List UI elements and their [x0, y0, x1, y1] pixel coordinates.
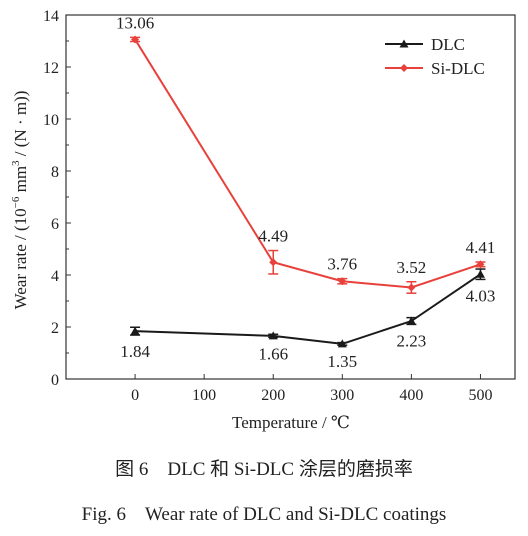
y-tick-label: 6: [51, 216, 59, 233]
dlc-data-point: [268, 331, 278, 340]
si-dlc-data-label: 3.76: [327, 255, 357, 274]
dlc-data-label: 1.35: [327, 352, 357, 371]
dlc-data-point: [337, 339, 347, 348]
y-tick-label: 0: [51, 372, 59, 389]
y-tick-label: 8: [51, 164, 59, 181]
figure-caption-english: Fig. 6 Wear rate of DLC and Si-DLC coati…: [81, 504, 447, 525]
y-axis-title-part2: mm: [11, 166, 30, 197]
y-tick-label: 10: [43, 112, 59, 129]
y-tick-label: 2: [51, 320, 59, 337]
x-axis-title: Temperature / ℃: [232, 413, 350, 432]
legend-dlc-label: DLC: [431, 35, 465, 54]
si-dlc-data-label: 4.41: [466, 238, 496, 257]
x-tick-label: 100: [192, 387, 216, 404]
x-tick-label: 0: [131, 387, 139, 404]
si-dlc-data-point: [269, 258, 278, 267]
si-dlc-data-point: [407, 283, 416, 292]
si-dlc-series-line: [134, 38, 481, 289]
y-axis-title: Wear rate / (10−6 mm3 / (N · m)): [10, 91, 30, 310]
y-axis-title-sup1: −6: [10, 196, 22, 208]
si-dlc-data-point: [338, 277, 347, 286]
dlc-data-point: [406, 316, 416, 325]
dlc-data-point: [130, 326, 140, 335]
y-tick-label: 14: [43, 8, 59, 25]
dlc-series-line: [135, 273, 482, 345]
dlc-data-label: 2.23: [397, 331, 427, 350]
legend-si-dlc-label: Si-DLC: [431, 59, 485, 78]
y-axis-title-part3: / (N · m)): [11, 91, 30, 161]
x-tick-label: 200: [261, 387, 285, 404]
axes-layer: 0 100 200 300 400 500 0 2 4 6 8 10 12 14: [43, 8, 516, 404]
dlc-data-label: 1.84: [120, 342, 150, 361]
dlc-data-label: 1.66: [258, 344, 288, 363]
x-tick-label: 400: [399, 387, 423, 404]
y-axis-title-sup2: 3: [10, 160, 22, 166]
y-tick-label: 4: [51, 268, 59, 285]
y-axis-title-part1: Wear rate / (10: [11, 208, 30, 309]
dlc-data-label: 4.03: [466, 286, 496, 305]
x-tick-label: 300: [330, 387, 354, 404]
legend-si-dlc-marker: [400, 64, 408, 72]
y-tick-label: 12: [43, 60, 59, 77]
legend-dlc-marker: [399, 39, 409, 48]
si-dlc-data-point: [476, 260, 485, 269]
series-layer: [130, 35, 486, 348]
wear-rate-chart: 0 100 200 300 400 500 0 2 4 6 8 10 12 14 1.84 1.66 1.35…: [10, 8, 516, 432]
si-dlc-data-label: 4.49: [258, 227, 288, 246]
label-layer: 1.84 1.66 1.35 2.23 4.03 13.06 4.49 3.76 3.52 4.4…: [116, 13, 495, 371]
legend: DLC Si-DLC: [385, 35, 485, 78]
si-dlc-data-label: 3.52: [397, 258, 427, 277]
si-dlc-data-label: 13.06: [116, 13, 154, 32]
figure-caption-chinese: 图 6 DLC 和 Si-DLC 涂层的磨损率: [115, 459, 413, 480]
dlc-data-point: [475, 269, 485, 278]
si-dlc-data-point: [131, 35, 140, 44]
x-tick-label: 500: [468, 387, 492, 404]
